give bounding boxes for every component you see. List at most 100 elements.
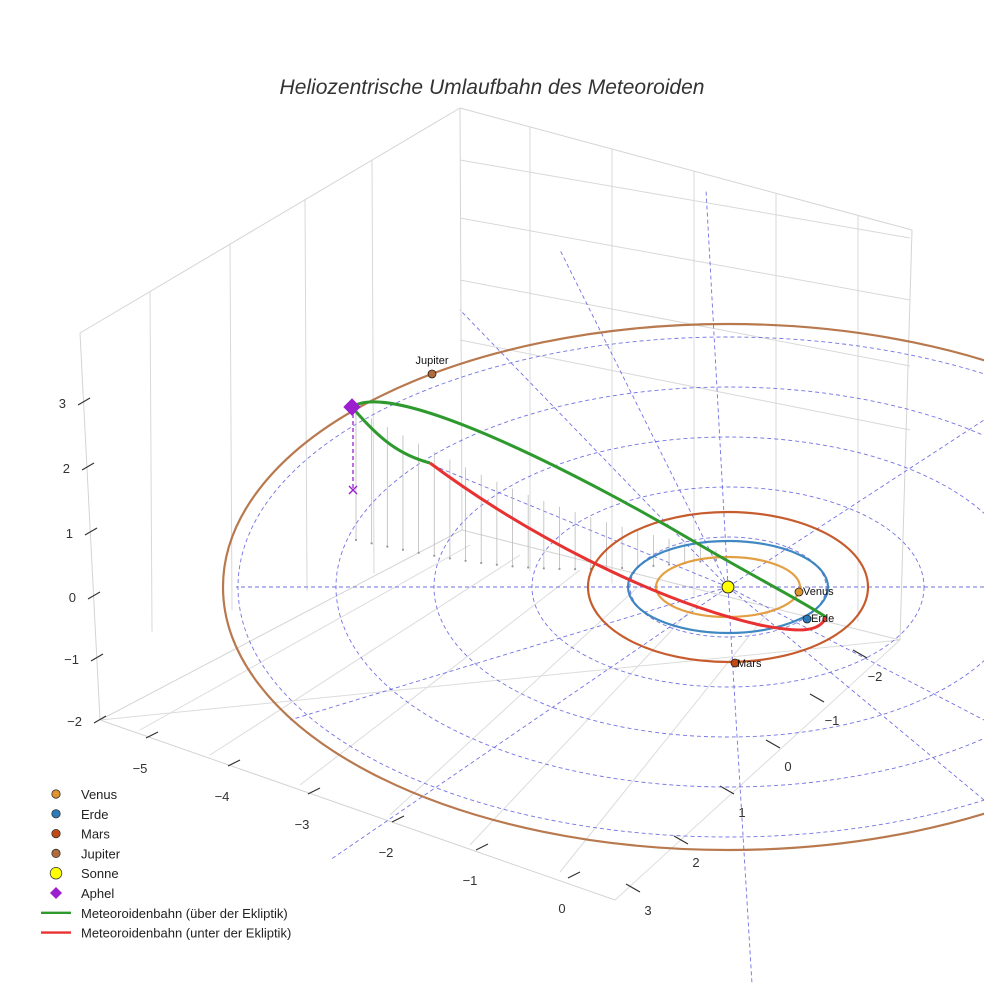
ecliptic-spoke-3 [705,189,729,588]
stem-foot-6 [448,557,452,560]
legend-item-4[interactable]: Sonne [49,866,119,881]
box-edge-4 [459,107,463,531]
grid-wall-left-1 [229,244,233,611]
ecliptic-spoke-2 [727,586,753,984]
legend-item-1[interactable]: Erde [51,807,109,822]
stem-foot-17 [620,566,624,570]
meteoroid-orbit-above-ecliptic-b [350,406,431,465]
y-tick-label-0: 3 [644,903,651,918]
legend-item-7[interactable]: Meteoroidenbahn (unter der Ekliptik) [41,926,291,941]
z-tick-label-1: 2 [63,461,70,476]
y-tick-mark-3 [765,739,781,749]
z-tick-mark-3 [87,591,101,600]
planet-mars [730,658,740,668]
planet-label-venus: Venus [803,586,834,598]
legend-item-6[interactable]: Meteoroidenbahn (über der Ekliptik) [41,906,288,921]
box-edge-3 [99,719,616,901]
box-edge-5 [899,229,913,641]
box-edge-0 [79,107,461,334]
grid-wall-horizontal-2 [459,279,911,367]
z-tick-mark-5 [93,715,107,724]
y-tick-mark-2 [719,785,735,795]
x-tick-mark-5 [567,871,581,879]
legend-symbol-5 [50,887,62,899]
ecliptic-spoke-4 [419,459,729,588]
y-tick-mark-0 [625,883,641,893]
legend-label-3: Jupiter [81,846,121,861]
grid-floor-0 [139,544,471,731]
legend-symbol-4 [49,867,63,880]
x-tick-label-0: −5 [133,761,148,776]
grid-wall-left-3 [371,160,375,574]
legend-label-6: Meteoroidenbahn (über der Ekliptik) [81,906,288,921]
stem-foot-14 [574,568,577,571]
ecliptic-spoke-5 [727,586,984,721]
box-edge-6 [99,529,463,721]
legend-item-0[interactable]: Venus [51,787,118,802]
meteoroid-orbit-below-ecliptic [429,461,828,632]
z-tick-mark-0 [77,397,91,406]
z-tick-label-4: −1 [64,652,79,667]
x-tick-label-2: −3 [295,817,310,832]
x-tick-mark-2 [307,787,321,795]
grid-floor-edge-0 [99,639,901,721]
legend-symbol-3 [51,848,61,859]
orbit-stems [348,407,718,571]
legend[interactable]: Venus Erde Mars Jupiter Sonne Aphel Meteoroide… [41,787,291,941]
legend-label-5: Aphel [81,886,114,901]
planet-label-mars: Mars [737,658,762,670]
stem-foot-19 [652,564,655,567]
y-tick-mark-1 [673,835,689,845]
stem-foot-5 [433,554,436,557]
ecliptic-spoke-6 [329,586,729,861]
grid-floor-3 [389,584,641,816]
legend-item-3[interactable]: Jupiter [51,846,121,861]
z-tick-label-0: 3 [59,396,66,411]
planet-erde [802,614,812,624]
aphel-marker [343,398,361,416]
grid-wall-horizontal-0 [459,159,911,239]
stem-foot-20 [667,563,671,566]
axis-box [79,107,913,901]
planet-jupiter [427,369,437,379]
box-edge-2 [79,332,101,721]
grid-floor-edge-1 [614,639,901,901]
stem-foot-3 [401,548,405,551]
grid-wall-left-0 [149,291,153,632]
sun-marker [721,580,735,594]
y-tick-label-1: 2 [692,855,699,870]
ecliptic-spoke-11 [559,249,729,588]
chart-title: Heliozentrische Umlaufbahn des Meteoroid… [280,76,705,99]
x-tick-label-1: −4 [215,789,230,804]
grid-floor-2 [299,569,581,786]
orbit-jupiter [222,322,984,852]
orbit-erde [626,539,830,635]
planet-label-erde: Erde [811,613,834,625]
legend-label-1: Erde [81,807,108,822]
stem-foot-4 [417,551,420,554]
grid-wall-left-2 [304,199,308,591]
ecliptic-spoke-7 [727,419,984,588]
grid-wall-horizontal-1 [459,217,911,301]
legend-item-5[interactable]: Aphel [50,886,114,901]
legend-symbol-1 [51,809,61,819]
stem-foot-7 [464,559,467,562]
ecliptic-spoke-10 [289,586,729,721]
ecliptic-spoke-8 [459,309,729,588]
legend-label-2: Mars [81,827,110,842]
stem-foot-9 [495,563,498,566]
grid-wall-horizontal-3 [459,339,911,431]
legend-item-2[interactable]: Mars [51,827,111,842]
stem-foot-10 [511,565,514,568]
stem-foot-23 [714,558,718,562]
z-tick-label-5: −2 [67,714,82,729]
bodies: Venus Erde Mars Jupiter [343,355,834,670]
y-tick-mark-5 [852,649,868,659]
planet-venus [794,587,804,597]
legend-symbol-0 [51,789,61,799]
box-edge-1 [459,107,913,231]
stem-foot-1 [370,542,373,545]
